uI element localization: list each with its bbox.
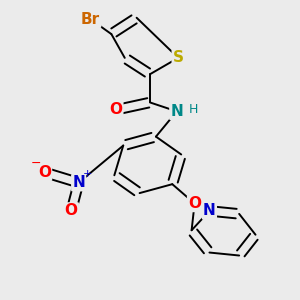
Text: O: O xyxy=(109,102,122,117)
Text: N: N xyxy=(72,175,85,190)
Text: N: N xyxy=(170,104,183,119)
Text: O: O xyxy=(188,196,201,211)
Text: S: S xyxy=(173,50,184,65)
Text: H: H xyxy=(188,103,198,116)
Text: −: − xyxy=(30,157,41,170)
Text: N: N xyxy=(203,203,216,218)
Text: Br: Br xyxy=(81,12,100,27)
Text: +: + xyxy=(83,169,92,179)
Text: O: O xyxy=(65,203,78,218)
Text: O: O xyxy=(38,165,51,180)
